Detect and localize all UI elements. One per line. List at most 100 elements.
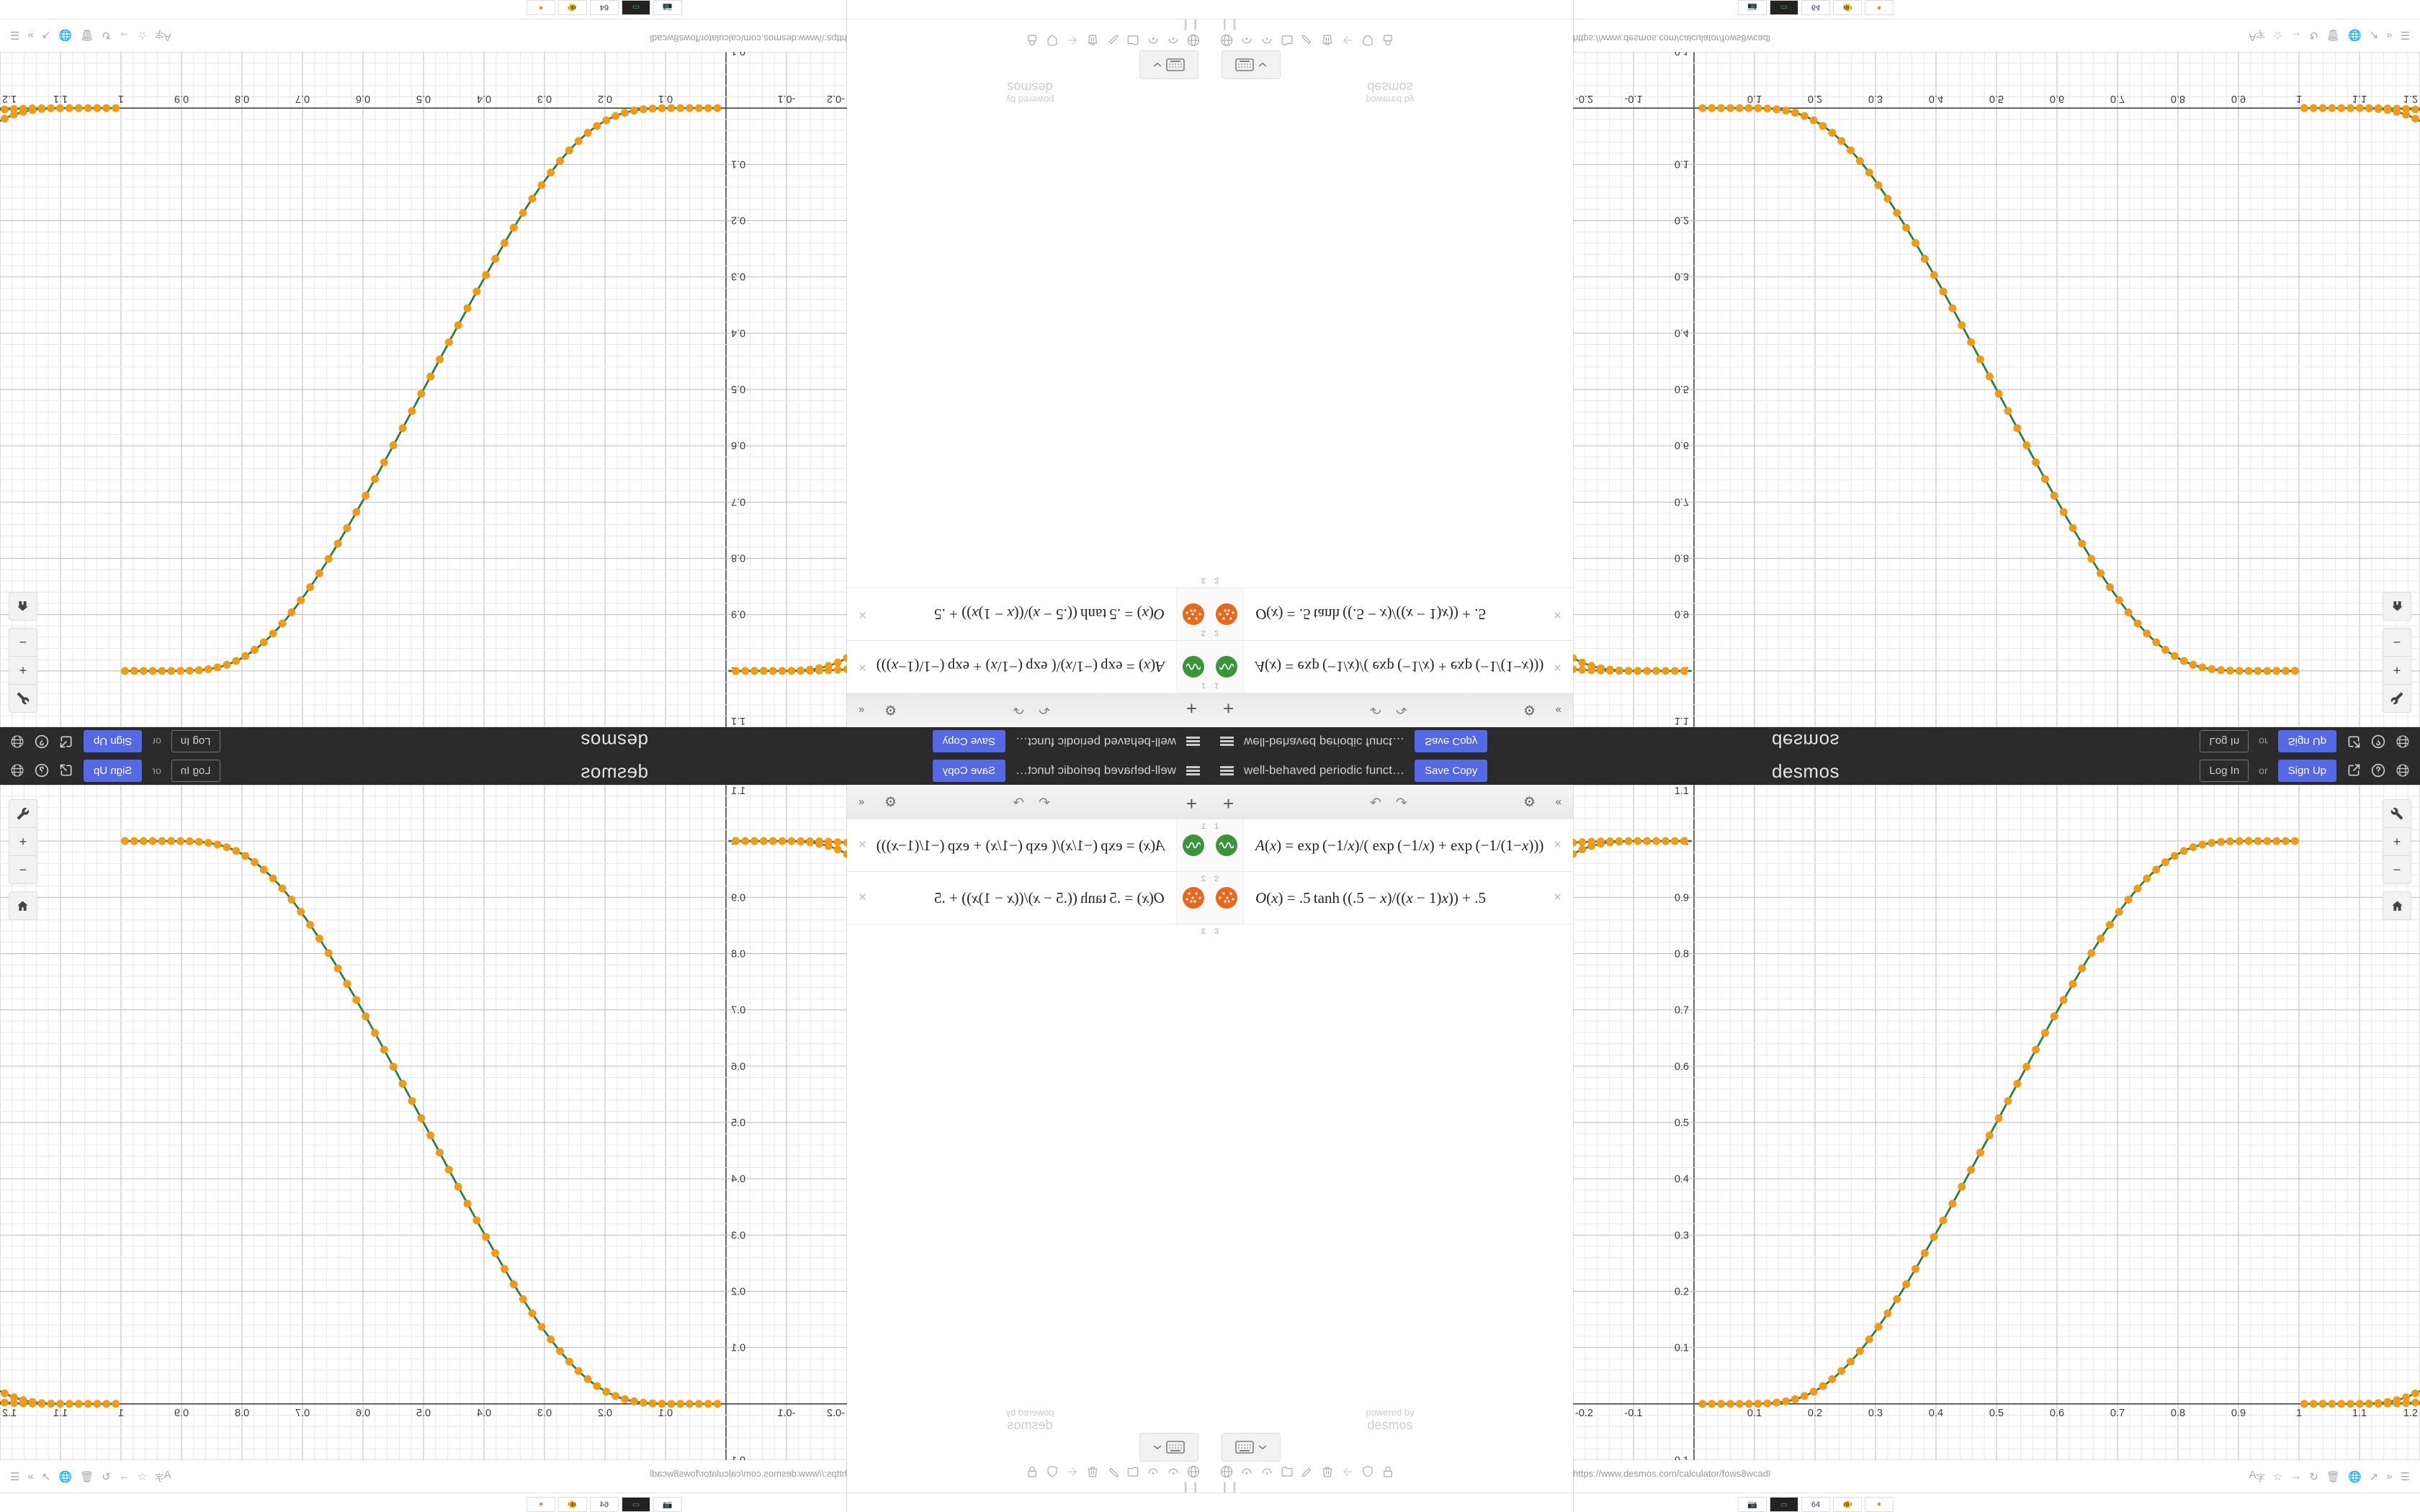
- svg-text:0.5: 0.5: [416, 93, 431, 104]
- svg-text:1.1: 1.1: [53, 93, 68, 104]
- svg-text:0.1: 0.1: [1675, 1343, 1689, 1354]
- svg-text:0.2: 0.2: [598, 1408, 612, 1419]
- svg-text:0.3: 0.3: [1868, 1408, 1883, 1419]
- svg-text:1: 1: [2296, 93, 2302, 104]
- svg-text:0.5: 0.5: [1989, 1408, 2004, 1419]
- svg-text:0.1: 0.1: [658, 1408, 673, 1419]
- svg-text:0.2: 0.2: [1808, 1408, 1822, 1419]
- svg-text:0.3: 0.3: [1675, 271, 1689, 282]
- svg-text:0.9: 0.9: [2231, 1408, 2246, 1419]
- svg-text:0.5: 0.5: [416, 1408, 431, 1419]
- svg-text:0.2: 0.2: [1675, 1287, 1689, 1298]
- svg-text:0.3: 0.3: [731, 1230, 745, 1241]
- svg-text:0.4: 0.4: [477, 93, 491, 104]
- svg-text:0.1: 0.1: [731, 1343, 745, 1354]
- svg-text:1.1: 1.1: [731, 715, 745, 726]
- svg-text:-0.1: -0.1: [1671, 1455, 1689, 1460]
- svg-text:-0.2: -0.2: [827, 1408, 845, 1419]
- svg-text:0.4: 0.4: [731, 327, 745, 338]
- svg-text:1.1: 1.1: [1675, 786, 1689, 797]
- svg-text:0.7: 0.7: [295, 1408, 310, 1419]
- svg-text:0.5: 0.5: [1989, 93, 2004, 104]
- svg-text:0.2: 0.2: [731, 1287, 745, 1298]
- svg-text:0.9: 0.9: [1675, 608, 1689, 620]
- svg-text:1.2: 1.2: [2, 93, 17, 104]
- svg-text:0.1: 0.1: [1747, 93, 1762, 104]
- svg-text:0.3: 0.3: [537, 93, 552, 104]
- svg-text:0.9: 0.9: [2231, 93, 2246, 104]
- svg-text:0.6: 0.6: [356, 93, 370, 104]
- svg-text:0.9: 0.9: [1675, 892, 1689, 904]
- svg-text:0.7: 0.7: [2110, 93, 2125, 104]
- svg-text:1.1: 1.1: [1675, 715, 1689, 726]
- svg-text:0.7: 0.7: [1675, 1005, 1689, 1017]
- svg-text:1.2: 1.2: [2403, 1408, 2418, 1419]
- svg-text:-0.1: -0.1: [1671, 52, 1689, 57]
- svg-text:1: 1: [118, 1408, 124, 1419]
- svg-text:0.5: 0.5: [1675, 383, 1689, 395]
- svg-text:0.6: 0.6: [1675, 1061, 1689, 1073]
- svg-text:0.8: 0.8: [2171, 93, 2185, 104]
- svg-text:0.4: 0.4: [1929, 1408, 1943, 1419]
- svg-text:0.9: 0.9: [731, 892, 745, 904]
- svg-text:0.6: 0.6: [731, 439, 745, 451]
- svg-text:0.2: 0.2: [598, 93, 612, 104]
- svg-text:0.3: 0.3: [731, 271, 745, 282]
- svg-text:-0.1: -0.1: [731, 52, 749, 57]
- svg-text:1.1: 1.1: [731, 786, 745, 797]
- svg-text:0.1: 0.1: [658, 93, 673, 104]
- svg-text:0.2: 0.2: [1675, 215, 1689, 226]
- svg-text:0.6: 0.6: [2050, 1408, 2064, 1419]
- svg-text:-0.2: -0.2: [1575, 1408, 1593, 1419]
- svg-text:0.8: 0.8: [235, 1408, 249, 1419]
- svg-text:0.6: 0.6: [731, 1061, 745, 1073]
- svg-text:0.8: 0.8: [731, 552, 745, 564]
- svg-text:0.6: 0.6: [356, 1408, 370, 1419]
- svg-text:0.4: 0.4: [1675, 327, 1689, 338]
- svg-text:0.6: 0.6: [2050, 93, 2064, 104]
- svg-text:0.4: 0.4: [731, 1174, 745, 1185]
- svg-text:0.7: 0.7: [295, 93, 310, 104]
- svg-text:0.8: 0.8: [2171, 1408, 2185, 1419]
- svg-text:0.9: 0.9: [174, 1408, 189, 1419]
- svg-text:0.3: 0.3: [537, 1408, 552, 1419]
- svg-text:0.6: 0.6: [1675, 439, 1689, 451]
- svg-text:0.2: 0.2: [1808, 93, 1822, 104]
- svg-text:0.7: 0.7: [731, 495, 745, 507]
- svg-text:0.5: 0.5: [731, 383, 745, 395]
- svg-text:-0.1: -0.1: [1625, 93, 1643, 104]
- svg-text:0.5: 0.5: [731, 1117, 745, 1129]
- svg-text:0.1: 0.1: [731, 158, 745, 169]
- svg-text:0.4: 0.4: [1675, 1174, 1689, 1185]
- svg-text:0.8: 0.8: [731, 949, 745, 960]
- svg-text:1: 1: [2296, 1408, 2302, 1419]
- svg-text:0.3: 0.3: [1868, 93, 1883, 104]
- svg-text:1.1: 1.1: [53, 1408, 68, 1419]
- svg-text:0.9: 0.9: [731, 608, 745, 620]
- svg-text:-0.1: -0.1: [1625, 1408, 1643, 1419]
- svg-text:-0.2: -0.2: [827, 93, 845, 104]
- svg-text:-0.1: -0.1: [731, 1455, 749, 1460]
- svg-text:1.1: 1.1: [2352, 1408, 2367, 1419]
- svg-text:0.1: 0.1: [1747, 1408, 1762, 1419]
- svg-text:0.9: 0.9: [174, 93, 189, 104]
- svg-text:0.4: 0.4: [1929, 93, 1943, 104]
- svg-text:-0.1: -0.1: [778, 1408, 796, 1419]
- svg-text:0.7: 0.7: [2110, 1408, 2125, 1419]
- svg-text:0.1: 0.1: [1675, 158, 1689, 169]
- svg-text:1.2: 1.2: [2, 1408, 17, 1419]
- svg-text:0.7: 0.7: [731, 1005, 745, 1017]
- svg-text:1.1: 1.1: [2352, 93, 2367, 104]
- svg-text:0.8: 0.8: [1675, 552, 1689, 564]
- svg-text:0.2: 0.2: [731, 215, 745, 226]
- svg-text:1.2: 1.2: [2403, 93, 2418, 104]
- svg-text:0.7: 0.7: [1675, 495, 1689, 507]
- svg-text:0.3: 0.3: [1675, 1230, 1689, 1241]
- svg-text:-0.1: -0.1: [778, 93, 796, 104]
- svg-text:1: 1: [118, 93, 124, 104]
- svg-text:0.5: 0.5: [1675, 1117, 1689, 1129]
- svg-text:0.4: 0.4: [477, 1408, 491, 1419]
- svg-text:-0.2: -0.2: [1575, 93, 1593, 104]
- svg-text:0.8: 0.8: [1675, 949, 1689, 960]
- svg-text:0.8: 0.8: [235, 93, 249, 104]
